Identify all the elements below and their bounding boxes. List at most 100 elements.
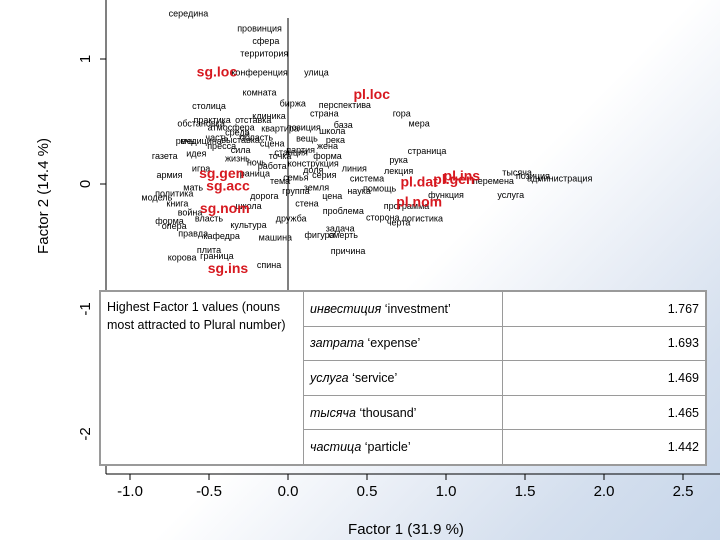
noun-label: позиция [516, 171, 550, 181]
noun-label: услуга [497, 190, 524, 200]
noun-label: культура [230, 220, 266, 230]
noun-label: улица [304, 67, 329, 77]
noun-label: конструкция [288, 159, 339, 169]
noun-label: граница [200, 251, 233, 261]
y-tick-label: -2 [77, 427, 94, 440]
y-tick-label: 1 [77, 55, 94, 63]
noun-label: сила [231, 145, 251, 155]
noun-label: точка [269, 151, 292, 161]
noun-label: политика [155, 189, 193, 199]
noun-label: дружба [276, 214, 307, 224]
noun-label: игра [192, 164, 210, 174]
noun-label: корова [168, 252, 197, 262]
noun-label: биржа [280, 99, 306, 109]
noun-label: мера [409, 119, 430, 129]
noun-label: фигура [305, 230, 335, 240]
x-tick-label: -1.0 [117, 483, 143, 500]
noun-label: мать [183, 182, 203, 192]
noun-label: проблема [323, 206, 364, 216]
noun-gloss: ‘investment’ [384, 301, 451, 316]
noun-label: отставка [235, 115, 271, 125]
x-tick-label: 0.5 [357, 483, 378, 500]
noun-label: практика [194, 115, 231, 125]
top-values-table: Highest Factor 1 values (nouns most attr… [100, 291, 706, 465]
noun-label: школа [235, 201, 261, 211]
noun-label: река [326, 135, 345, 145]
noun-gloss: ‘particle’ [364, 440, 411, 455]
noun-label: жена [317, 141, 338, 151]
noun-label: серия [312, 170, 337, 180]
table-row: затрата ‘expense’ 1.693 [101, 325, 706, 362]
x-tick-label: 0.0 [278, 483, 299, 500]
noun-label: сцена [260, 139, 285, 149]
table-cell-noun: инвестиция ‘investment’ [303, 291, 503, 327]
noun-label: сфера [252, 36, 279, 46]
noun-label: атмосфера [208, 122, 255, 132]
noun-label: жизнь [225, 154, 250, 164]
table-cell-value: 1.693 [502, 325, 706, 362]
noun-label: работа [258, 161, 287, 171]
table-cell-noun: затрата ‘expense’ [303, 325, 503, 362]
x-tick-label: -0.5 [196, 483, 222, 500]
table-cell-noun: тысяча ‘thousand’ [303, 394, 503, 431]
x-axis-title: Factor 1 (31.9 %) [348, 521, 464, 538]
noun-label: вещь [296, 134, 318, 144]
noun-label: администрация [527, 174, 592, 184]
noun-label: помощь [363, 184, 396, 194]
noun-label: газета [152, 151, 178, 161]
noun-label: область [240, 132, 274, 142]
category-label: pl.dat [400, 174, 438, 190]
noun-label: задача [326, 224, 355, 234]
noun-label: среда [225, 127, 250, 137]
noun-label: лекция [384, 166, 413, 176]
noun-label: гора [393, 109, 411, 119]
noun-label: машина [259, 232, 292, 242]
noun-label: кафедра [203, 231, 240, 241]
plot-axes: -1.0 -0.5 0.0 0.5 1.0 1.5 2.0 2.5 1 0 -1 -2 [77, 0, 720, 500]
category-label: sg.acc [206, 177, 250, 193]
noun-label: часть [205, 132, 228, 142]
y-tick-label: -1 [77, 302, 94, 315]
noun-label: модель [141, 192, 172, 202]
x-tick-label: 2.5 [673, 483, 694, 500]
noun-label: рука [389, 155, 408, 165]
category-label: pl.ins [444, 167, 481, 183]
noun-label: черта [387, 217, 411, 227]
noun-label: форма [313, 151, 342, 161]
noun-word: инвестиция [310, 301, 382, 316]
noun-labels: середина провинция сфера территория конферен… [141, 9, 592, 270]
category-label: sg.gen [199, 165, 244, 181]
noun-gloss: ‘expense’ [367, 336, 421, 351]
noun-label: функция [428, 190, 464, 200]
noun-label: ночь [247, 157, 266, 167]
noun-label: система [350, 174, 384, 184]
noun-label: доля [303, 165, 323, 175]
noun-label: форма [155, 216, 184, 226]
noun-label: логистика [402, 214, 443, 224]
x-tick-label: 1.5 [515, 483, 536, 500]
table-row: тысяча ‘thousand’ 1.465 [101, 394, 706, 431]
noun-label: столица [192, 101, 226, 111]
noun-label: выставка [221, 135, 260, 145]
axis-titles: Factor 1 (31.9 %) Factor 2 (14.4 %) [35, 138, 464, 538]
noun-label: опера [162, 221, 187, 231]
noun-label: граница [237, 169, 270, 179]
y-axis-title: Factor 2 (14.4 %) [35, 138, 52, 254]
noun-label: армия [156, 170, 182, 180]
noun-label: причина [331, 246, 366, 256]
noun-label: база [334, 120, 353, 130]
noun-label: середина [169, 9, 209, 19]
noun-label: речь [176, 136, 195, 146]
noun-label: сторона [366, 212, 400, 222]
table-row: Highest Factor 1 values (nouns most attr… [100, 291, 706, 465]
x-tick-label: 1.0 [436, 483, 457, 500]
noun-label: спина [257, 260, 281, 270]
noun-label: программа [384, 201, 430, 211]
noun-label: партия [286, 145, 315, 155]
table-cell-noun: частица ‘particle’ [303, 429, 503, 465]
table-row: частица ‘particle’ 1.442 [101, 429, 706, 465]
category-label: pl.gen [433, 171, 474, 187]
noun-gloss: ‘service’ [352, 370, 398, 385]
noun-label: пресса [207, 141, 236, 151]
